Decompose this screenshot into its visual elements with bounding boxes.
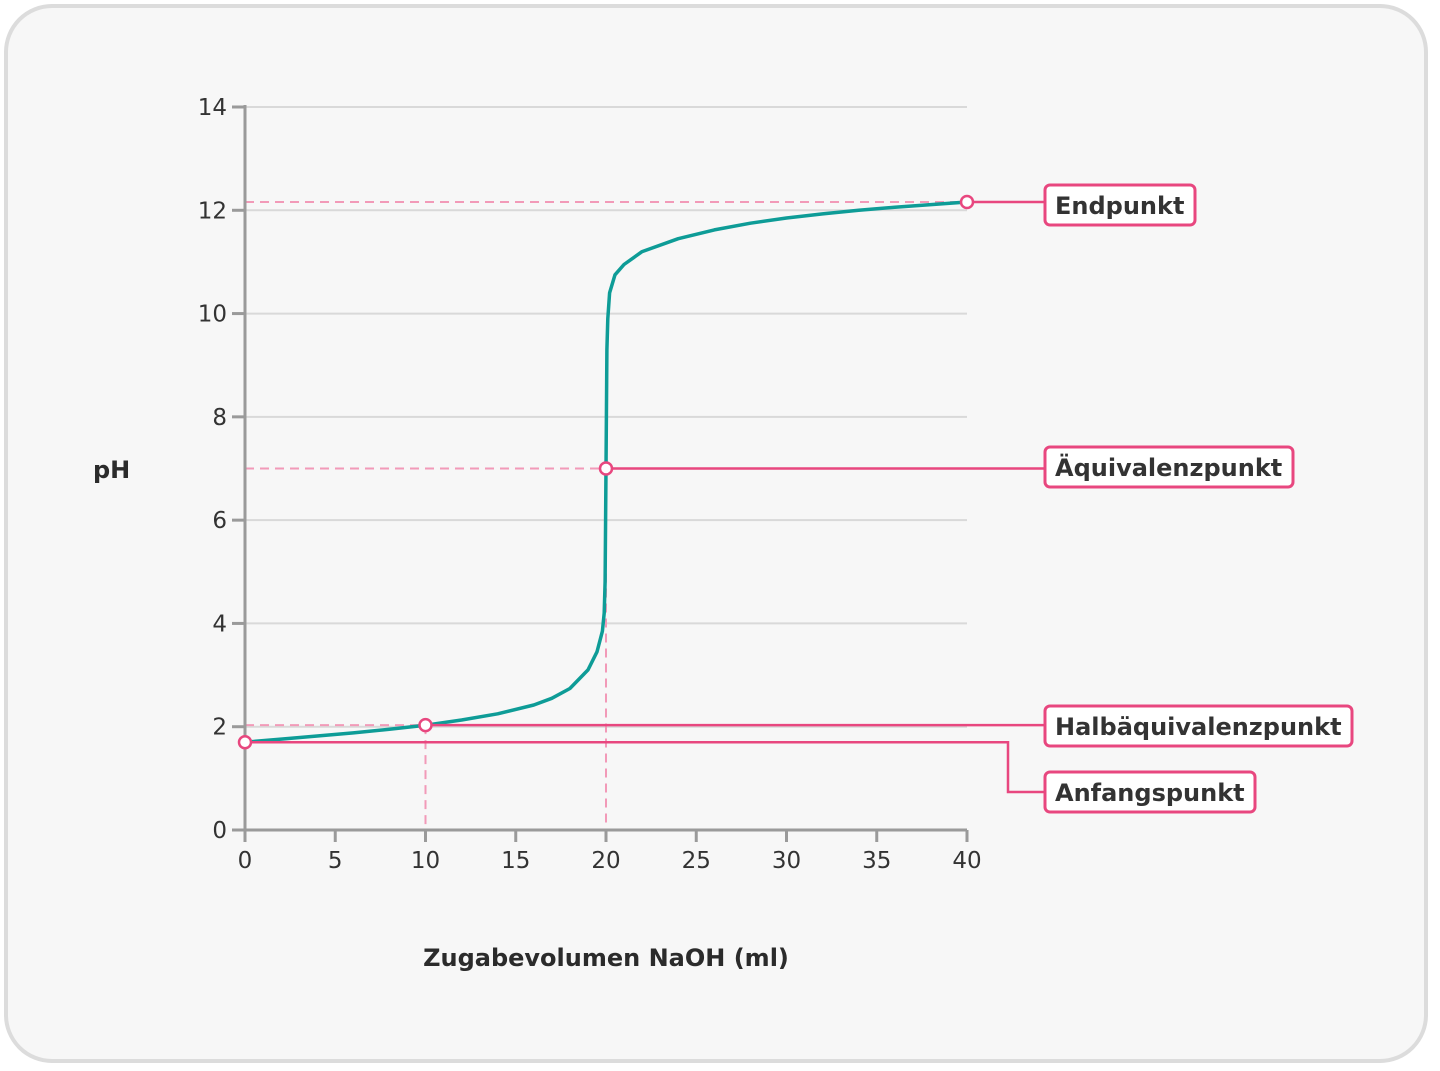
y-tick-label: 0 xyxy=(212,818,227,844)
annotation-point xyxy=(418,717,433,733)
callouts: Endpunkt Äquivalenzpunkt Halbäquivalenzpun… xyxy=(237,183,1354,814)
callout-box xyxy=(1043,704,1354,748)
callout-text: Anfangspunkt xyxy=(1055,779,1245,807)
x-tick-label: 35 xyxy=(862,848,891,874)
y-tick-label: 2 xyxy=(212,715,227,741)
annotation-point xyxy=(959,194,975,210)
callout-text: Äquivalenzpunkt xyxy=(1055,453,1282,482)
y-tick-label: 4 xyxy=(212,611,227,637)
x-tick-label: 25 xyxy=(682,848,711,874)
x-tick-label: 40 xyxy=(952,848,981,874)
x-tick-label: 30 xyxy=(772,848,801,874)
callout-label: Endpunkt xyxy=(1043,183,1197,227)
y-tick-label: 14 xyxy=(198,95,227,121)
callout-text: Halbäquivalenzpunkt xyxy=(1055,713,1342,741)
x-tick-label: 15 xyxy=(501,848,530,874)
y-tick-label: 10 xyxy=(198,302,227,328)
callout-box xyxy=(1043,445,1295,489)
callout-label: Halbäquivalenzpunkt xyxy=(1043,704,1354,748)
callout-connector xyxy=(245,740,1045,794)
callout-label: Anfangspunkt xyxy=(1043,770,1257,814)
annotation-point xyxy=(598,461,614,476)
annotation-point xyxy=(237,734,253,750)
callout-label: Äquivalenzpunkt xyxy=(1043,445,1295,489)
callout-box xyxy=(1043,770,1257,814)
x-tick-label: 10 xyxy=(411,848,440,874)
y-tick-label: 12 xyxy=(198,198,227,224)
x-tick-label: 0 xyxy=(238,848,253,874)
y-tick-label: 6 xyxy=(212,508,227,534)
callout-box xyxy=(1043,183,1197,227)
x-tick-label: 5 xyxy=(328,848,343,874)
y-axis-ticks: 0 2 4 6 8 10 12 14 xyxy=(198,95,245,844)
callout-text: Endpunkt xyxy=(1055,192,1184,220)
x-axis-ticks: 0 5 10 15 20 25 30 35 40 xyxy=(238,830,982,874)
y-axis-title: pH xyxy=(93,456,130,484)
chart-card xyxy=(4,4,1428,1063)
x-axis-title: Zugabevolumen NaOH (ml) xyxy=(423,944,789,972)
y-tick-label: 8 xyxy=(212,405,227,431)
x-tick-label: 20 xyxy=(591,848,620,874)
